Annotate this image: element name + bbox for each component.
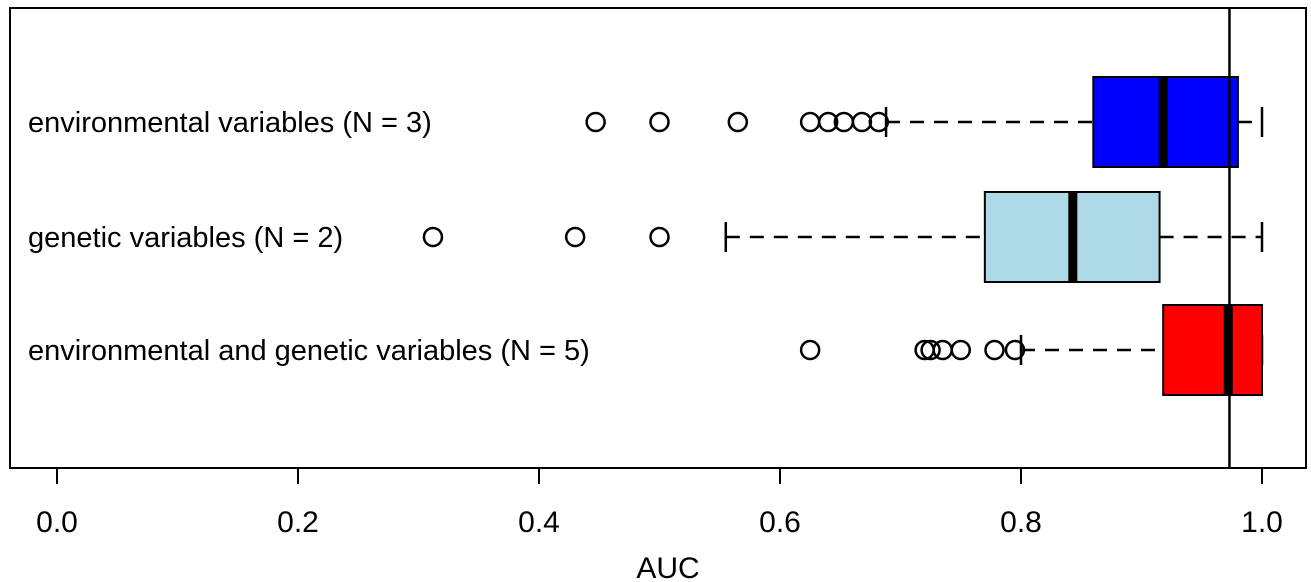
outlier-point bbox=[799, 339, 821, 361]
outlier-point bbox=[799, 111, 821, 133]
box-group-3: environmental and genetic variables (N =… bbox=[28, 304, 1264, 396]
iqr-box bbox=[1162, 304, 1263, 396]
outlier-point bbox=[649, 226, 670, 248]
box-group-1: environmental variables (N = 3) bbox=[28, 76, 1264, 168]
outlier-point bbox=[817, 111, 839, 133]
category-label: environmental variables (N = 3) bbox=[28, 107, 432, 139]
x-axis-label: AUC bbox=[636, 552, 699, 582]
box-group-2: genetic variables (N = 2) bbox=[28, 191, 1264, 283]
x-tick-label: 0.6 bbox=[759, 506, 801, 539]
outlier-point bbox=[564, 226, 586, 248]
outlier-point bbox=[1004, 339, 1026, 361]
x-tick-label: 0.4 bbox=[518, 506, 560, 539]
x-tick-label: 0.2 bbox=[277, 506, 319, 539]
x-tick-label: 1.0 bbox=[1241, 506, 1283, 539]
outlier-point bbox=[920, 339, 941, 361]
x-axis: 0.0 0.2 0.4 0.6 0.8 1.0 bbox=[36, 467, 1283, 539]
outlier-point bbox=[932, 339, 953, 361]
outlier-point bbox=[851, 111, 873, 133]
outlier-point bbox=[422, 226, 444, 248]
outlier-point bbox=[649, 111, 670, 133]
outlier-point bbox=[984, 339, 1005, 361]
outlier-point bbox=[585, 111, 606, 133]
x-tick-label: 0.8 bbox=[1000, 506, 1042, 539]
outlier-point bbox=[727, 111, 749, 133]
outlier-point bbox=[950, 339, 971, 361]
outlier-point bbox=[868, 111, 890, 133]
x-tick-label: 0.0 bbox=[36, 506, 78, 539]
category-label: environmental and genetic variables (N =… bbox=[28, 335, 590, 367]
category-label: genetic variables (N = 2) bbox=[28, 222, 343, 254]
